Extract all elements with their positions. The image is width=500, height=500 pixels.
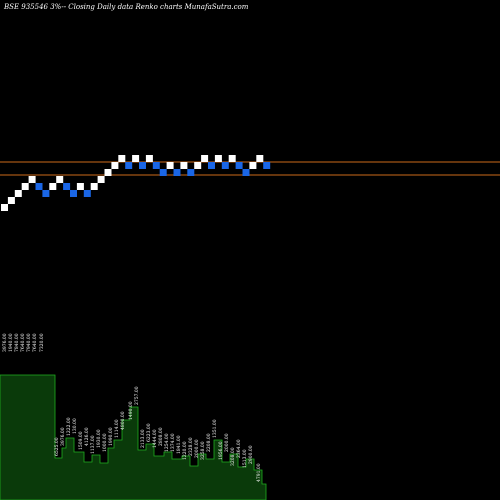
volume-label-22: 6223.00 [146,423,152,442]
chart-title: BSE 935546 3%-- Closing Daily data Renko… [3,3,249,11]
down-brick-9 [63,183,71,190]
down-brick-25 [173,169,181,176]
volume-label-14: 1930.00 [96,429,102,448]
up-brick-36 [249,162,257,169]
volume-label-0: 3976.00 [2,333,8,352]
up-brick-1 [7,197,15,204]
up-brick-24 [166,162,174,169]
up-brick-4 [28,176,36,183]
volume-label-9: 1222.00 [66,417,72,436]
volume-label-2: 7840.00 [14,333,20,352]
up-brick-37 [256,155,264,162]
down-brick-34 [235,162,243,169]
volume-label-28: 1220.00 [182,441,188,460]
up-brick-13 [90,183,98,190]
up-brick-14 [97,176,105,183]
volume-label-17: 1114.00 [114,419,120,438]
down-brick-5 [35,183,43,190]
volume-label-20: 2757.00 [134,386,140,405]
volume-label-10: 130.00 [72,418,78,434]
volume-label-8: 3976.00 [60,427,66,446]
down-brick-10 [70,190,77,197]
volume-label-12: 4126.00 [84,427,90,446]
volume-label-39: 2900.00 [248,445,254,464]
volume-labels: 3976.00 1940.00 7840.00 7640.00 7940.00 7640.… [2,333,262,482]
up-brick-19 [132,155,140,162]
volume-label-34: 1956.00 [218,441,224,460]
volume-label-18: 4800.00 [120,411,126,430]
volume-label-21: 2133.00 [140,429,146,448]
up-brick-7 [49,183,57,190]
down-brick-6 [42,190,50,197]
down-brick-35 [242,169,250,176]
volume-label-33: 1351.00 [212,419,218,438]
volume-label-24: 2808.00 [158,427,164,446]
up-brick-29 [201,155,209,162]
down-brick-27 [187,169,195,176]
up-brick-3 [21,183,29,190]
volume-label-7: 6525.00 [54,437,60,456]
volume-label-36: 3208.00 [230,447,236,466]
renko-bricks [1,155,271,211]
up-brick-2 [14,190,22,197]
volume-label-38: 1513.00 [242,449,248,468]
down-brick-22 [152,162,160,169]
up-brick-26 [180,162,188,169]
down-brick-23 [159,169,167,176]
volume-label-15: 1000.00 [102,433,108,452]
volume-label-11: 1509.00 [78,431,84,450]
volume-label-1: 1940.00 [8,333,14,352]
down-brick-32 [221,162,229,169]
up-brick-15 [104,169,112,176]
down-brick-20 [139,162,146,169]
volume-area [0,374,267,500]
volume-label-13: 1137.00 [90,435,96,454]
volume-label-35: 2000.00 [224,433,230,452]
volume-silhouette [0,374,267,500]
up-brick-11 [76,183,84,190]
up-brick-21 [145,155,153,162]
volume-label-4: 7940.00 [26,333,32,352]
up-brick-28 [194,162,202,169]
volume-label-32: 2208.00 [206,433,212,452]
volume-label-31: 3258.00 [200,441,206,460]
up-brick-8 [56,176,64,183]
volume-label-19: 1490.00 [128,401,134,420]
up-brick-16 [111,162,119,169]
up-brick-31 [214,155,222,162]
volume-label-5: 7640.00 [32,333,38,352]
volume-label-30: 2000.00 [194,439,200,458]
volume-label-23: 1444.00 [152,429,158,448]
volume-label-25: 1254.00 [164,433,170,452]
volume-label-6: 7320.00 [39,333,45,352]
volume-label-27: 1841.00 [176,435,182,454]
up-brick-33 [228,155,236,162]
volume-label-40: 4791.00 [256,463,262,482]
volume-label-16: 1990.00 [108,427,114,446]
up-brick-0 [1,204,8,211]
down-brick-30 [208,162,215,169]
volume-label-26: 1374.00 [170,433,176,452]
down-brick-38 [263,162,271,169]
up-brick-17 [118,155,126,162]
volume-label-29: 2328.00 [188,437,194,456]
volume-label-37: 2364.00 [236,439,242,458]
down-brick-18 [125,162,133,169]
down-brick-12 [83,190,91,197]
volume-label-3: 7640.00 [20,333,26,352]
